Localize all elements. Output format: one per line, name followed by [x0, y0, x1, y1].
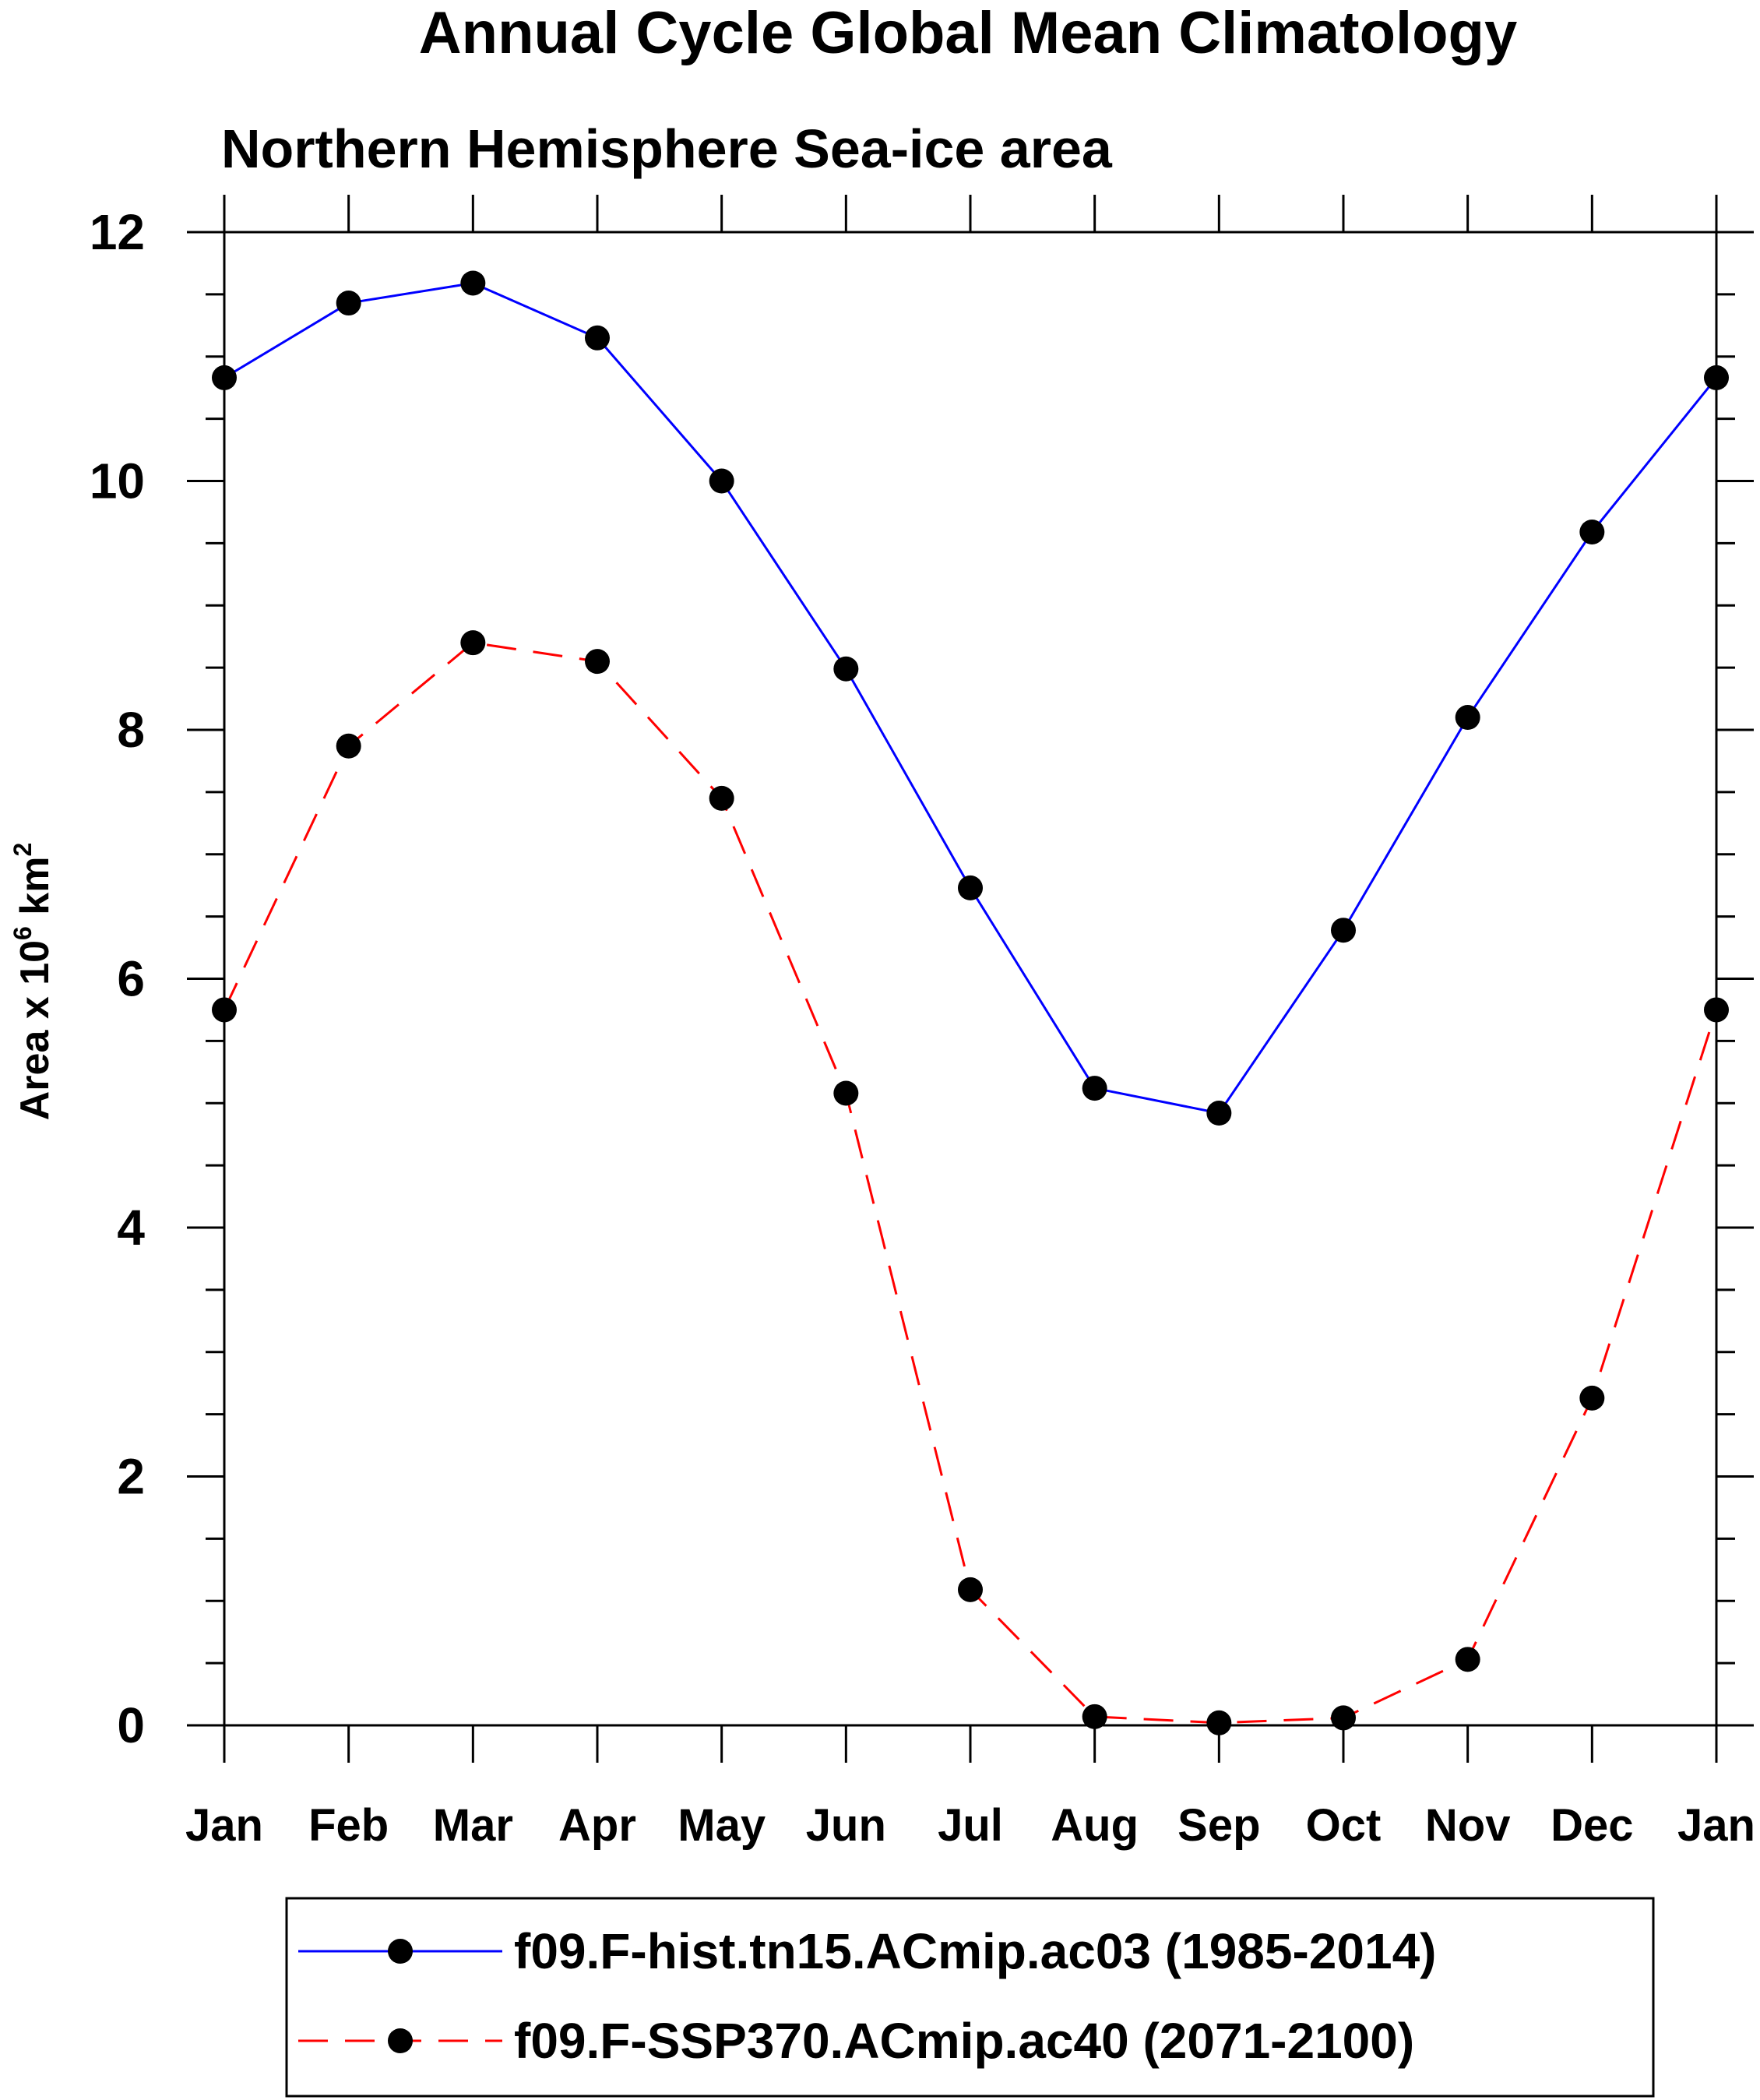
series-0-point [212, 365, 237, 390]
legend-marker-hist [388, 1939, 413, 1964]
chart-title: Annual Cycle Global Mean Climatology [419, 0, 1517, 66]
series-0-point [585, 325, 610, 351]
series-0-point [1331, 918, 1356, 943]
x-tick-labels: Jan Feb Mar Apr May Jun Jul Aug Sep Oct Nov Dec Jan [185, 1800, 1755, 1851]
series-0-point [1206, 1101, 1232, 1126]
series-0-point [460, 270, 486, 296]
legend: f09.F-hist.tn15.ACmip.ac03 (1985-2014) f… [285, 1897, 1655, 2098]
x-tick-label: Mar [433, 1800, 513, 1851]
plot-area-border [223, 231, 1718, 1727]
axis-ticks [187, 195, 1754, 1763]
series-1-point [1704, 997, 1729, 1023]
y-tick-label: 12 [90, 204, 145, 260]
series-1-point [709, 785, 734, 811]
series-1-point [460, 630, 486, 656]
legend-label-ssp370: f09.F-SSP370.ACmip.ac40 (2071-2100) [514, 2013, 1414, 2069]
plot-frame [223, 231, 1718, 1727]
x-tick-label: May [678, 1800, 766, 1851]
series-0-point [1082, 1076, 1107, 1101]
y-tick-label: 6 [117, 951, 145, 1007]
series-0-point [1579, 519, 1605, 544]
series-0-point [709, 468, 734, 494]
y-axis-label: Area x 106 km2 [9, 843, 58, 1121]
x-tick-label: Aug [1051, 1800, 1139, 1851]
series-1-point [336, 733, 361, 759]
series-1-point [1331, 1705, 1356, 1731]
x-tick-label: Jun [806, 1800, 886, 1851]
x-tick-label: Feb [308, 1800, 389, 1851]
series-1-point [1082, 1704, 1107, 1729]
legend-box [285, 1897, 1655, 2098]
x-tick-label: Dec [1551, 1800, 1633, 1851]
series-line-0 [224, 281, 1718, 1115]
y-tick-label: 4 [117, 1200, 145, 1256]
series-line-1 [223, 641, 1718, 1725]
series-1-point [833, 1080, 859, 1106]
series-0-point [1704, 365, 1729, 390]
series-1-point [585, 649, 610, 675]
series-1-point [958, 1577, 983, 1602]
y-tick-label: 2 [117, 1449, 145, 1505]
y-tick-label: 0 [117, 1697, 145, 1753]
series-0-point [1455, 705, 1480, 731]
legend-marker-ssp370 [388, 2028, 413, 2053]
x-tick-label: Jan [185, 1800, 263, 1851]
x-tick-label: Jan [1677, 1800, 1755, 1851]
legend-label-hist: f09.F-hist.tn15.ACmip.ac03 (1985-2014) [514, 1923, 1436, 1979]
series-0-point [958, 875, 983, 900]
series-0-point [833, 656, 859, 682]
series-1-point [1206, 1710, 1232, 1735]
chart-subtitle: Northern Hemisphere Sea-ice area [221, 118, 1113, 179]
x-tick-label: Apr [558, 1800, 636, 1851]
series-1-point [1579, 1385, 1605, 1411]
x-tick-label: Oct [1306, 1800, 1382, 1851]
y-tick-label: 10 [90, 453, 145, 509]
x-tick-label: Jul [938, 1800, 1003, 1851]
x-tick-label: Sep [1177, 1800, 1260, 1851]
series-0-point [336, 291, 361, 316]
y-tick-label: 8 [117, 702, 145, 758]
series-layer [212, 270, 1729, 1735]
x-tick-label: Nov [1425, 1800, 1511, 1851]
series-1-point [1455, 1647, 1480, 1672]
series-1-point [212, 997, 237, 1023]
y-tick-labels: 0 2 4 6 8 10 12 [90, 204, 146, 1753]
